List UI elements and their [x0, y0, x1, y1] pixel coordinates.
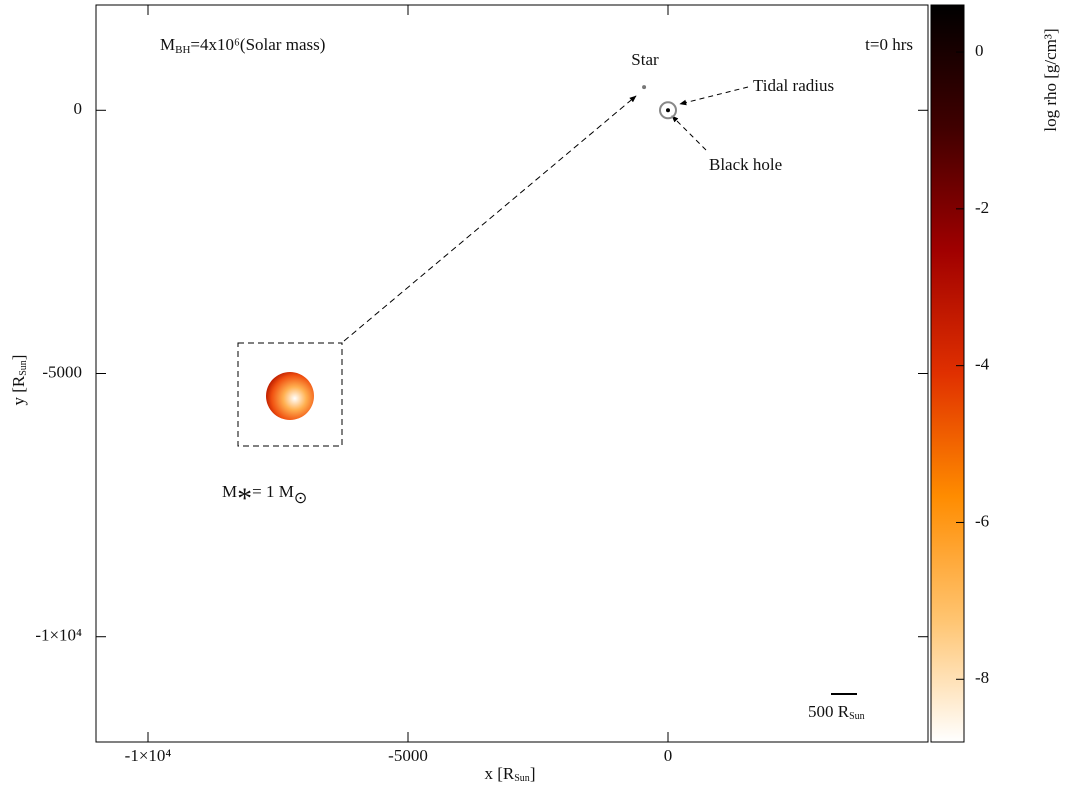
colorbar-tick-label: -8: [975, 668, 989, 687]
scale-label: 500 RSun: [808, 702, 865, 722]
y-axis-label: y [RSun]: [9, 355, 29, 406]
arrow: [672, 116, 706, 150]
plot-frame: [96, 5, 928, 742]
bh-label: Black hole: [709, 155, 782, 174]
y-tick-label: -5000: [42, 362, 82, 381]
colorbar: [931, 5, 964, 742]
star-label: Star: [631, 50, 659, 69]
x-tick-label: 0: [664, 746, 673, 765]
x-tick-label: -1×10⁴: [125, 746, 172, 765]
y-tick-label: 0: [74, 99, 83, 118]
colorbar-tick-label: -2: [975, 198, 989, 217]
mass-label: MBH=4x10⁶(Solar mass): [160, 35, 325, 56]
x-tick-label: -5000: [388, 746, 428, 765]
time-label: t=0 hrs: [865, 35, 913, 54]
colorbar-tick-label: 0: [975, 41, 984, 60]
point: [642, 85, 646, 89]
star-zoom: [266, 372, 314, 420]
x-axis-label: x [RSun]: [485, 764, 536, 784]
tidal-label: Tidal radius: [753, 76, 834, 95]
arrow: [344, 96, 636, 341]
arrow: [680, 87, 748, 104]
colorbar-tick-label: -6: [975, 511, 989, 530]
point: [666, 108, 670, 112]
colorbar-label: log rho [g/cm³]: [1041, 28, 1060, 131]
star-mass-label: M*= 1 M⊙: [222, 482, 307, 515]
figure: MBH=4x10⁶(Solar mass) t=0 hrs Star Tidal…: [0, 0, 1067, 790]
y-tick-label: -1×10⁴: [35, 626, 82, 645]
colorbar-tick-label: -4: [975, 355, 990, 374]
